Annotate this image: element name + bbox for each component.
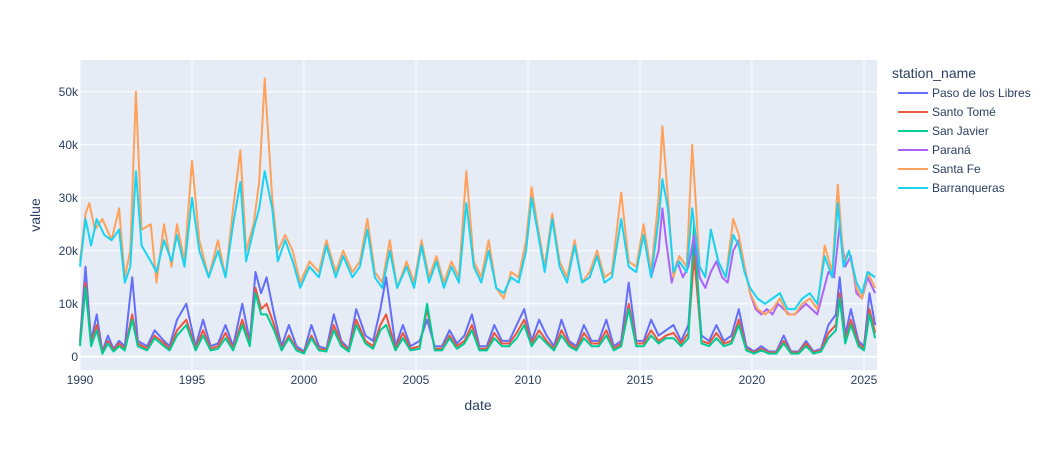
plot-area bbox=[79, 77, 877, 355]
x-tick-label: 1990 bbox=[67, 373, 94, 387]
legend-label: Santo Tomé bbox=[932, 105, 996, 119]
series-layer bbox=[79, 77, 877, 355]
legend-label: Barranqueras bbox=[932, 181, 1005, 195]
x-tick-label: 2010 bbox=[515, 373, 542, 387]
series-line-5[interactable] bbox=[79, 170, 876, 311]
y-tick-label: 30k bbox=[59, 191, 79, 205]
legend-label: San Javier bbox=[932, 124, 989, 138]
legend-title: station_name bbox=[892, 65, 976, 81]
plot-background bbox=[80, 60, 877, 370]
legend-item[interactable]: Santo Tomé bbox=[898, 105, 996, 119]
legend-items[interactable]: Paso de los Libres Santo Tomé San Javier Pa… bbox=[898, 86, 1031, 195]
legend-item[interactable]: Paso de los Libres bbox=[898, 86, 1031, 100]
y-axis-title: value bbox=[27, 198, 43, 232]
y-tick-label: 40k bbox=[59, 138, 79, 152]
y-tick-label: 50k bbox=[59, 85, 79, 99]
y-tick-label: 20k bbox=[59, 244, 79, 258]
x-tick-label: 2000 bbox=[291, 373, 318, 387]
legend-item[interactable]: San Javier bbox=[898, 124, 989, 138]
legend-label: Paso de los Libres bbox=[932, 86, 1031, 100]
legend-item[interactable]: Paraná bbox=[898, 143, 971, 157]
x-tick-label: 2020 bbox=[739, 373, 766, 387]
grid-lines bbox=[79, 60, 877, 370]
y-axis-ticks: 0 10k 20k 30k 40k 50k bbox=[59, 85, 79, 364]
x-axis-ticks: 1990 1995 2000 2005 2010 2015 2020 2025 bbox=[67, 373, 878, 387]
series-line-2[interactable] bbox=[79, 223, 877, 355]
x-axis-title: date bbox=[464, 397, 491, 413]
x-tick-label: 2005 bbox=[403, 373, 430, 387]
x-tick-label: 2015 bbox=[627, 373, 654, 387]
y-tick-label: 0 bbox=[71, 350, 78, 364]
legend-label: Paraná bbox=[932, 143, 971, 157]
x-tick-label: 1995 bbox=[179, 373, 206, 387]
y-tick-label: 10k bbox=[59, 297, 79, 311]
legend-item[interactable]: Santa Fe bbox=[898, 162, 981, 176]
legend-item[interactable]: Barranqueras bbox=[898, 181, 1005, 195]
x-tick-label: 2025 bbox=[851, 373, 878, 387]
legend-label: Santa Fe bbox=[932, 162, 981, 176]
legend[interactable]: station_name Paso de los Libres Santo Tom… bbox=[892, 65, 1031, 195]
